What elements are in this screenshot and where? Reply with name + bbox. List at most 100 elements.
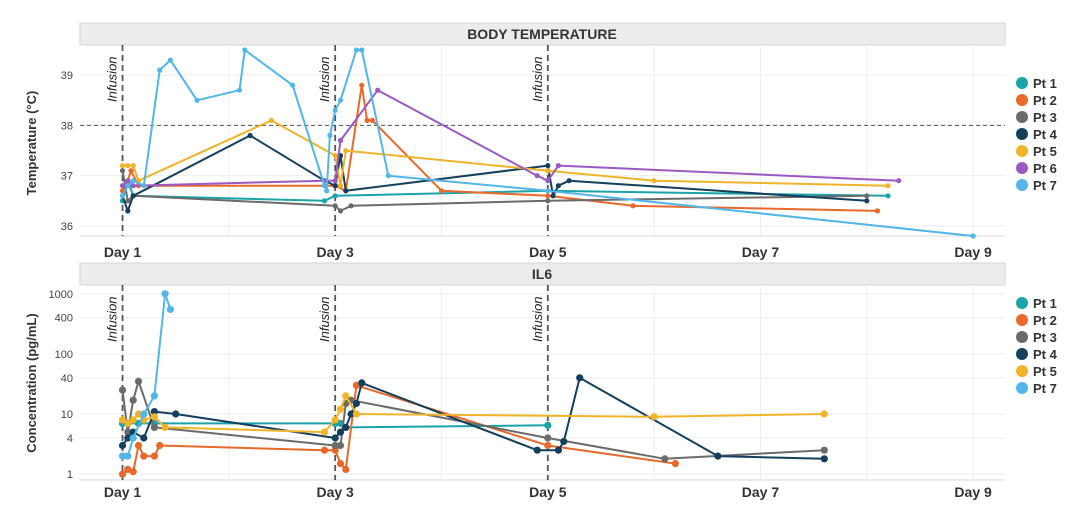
legend-label: Pt 1: [1033, 76, 1057, 91]
data-point: [864, 193, 870, 199]
data-point: [545, 163, 551, 169]
legend-swatch: [1016, 77, 1028, 89]
data-point: [119, 193, 126, 199]
data-point: [332, 107, 338, 113]
data-point: [125, 178, 131, 184]
data-point: [140, 410, 148, 418]
data-point: [970, 233, 976, 239]
series-line: [121, 384, 677, 476]
y-tick-label: 1000: [49, 289, 73, 301]
data-point: [353, 47, 359, 53]
data-point: [130, 183, 136, 189]
data-point: [129, 468, 137, 476]
data-point: [332, 193, 338, 199]
legend-item: Pt 1: [1016, 296, 1057, 311]
data-point: [544, 441, 552, 450]
legend-item: Pt 4: [1016, 347, 1058, 362]
legend-item: Pt 7: [1016, 178, 1057, 193]
data-point: [125, 163, 131, 169]
data-point: [130, 193, 136, 199]
legend-swatch: [1016, 128, 1028, 140]
data-point: [140, 452, 148, 460]
data-point: [327, 132, 333, 139]
data-point: [671, 460, 680, 468]
data-point: [118, 470, 127, 478]
data-point: [332, 178, 338, 184]
legend-label: Pt 5: [1033, 144, 1057, 159]
series-pt-5: [119, 117, 891, 189]
x-tick-label: Day 7: [742, 484, 780, 500]
data-point: [129, 416, 137, 424]
data-point: [337, 137, 344, 144]
data-point: [336, 441, 345, 450]
data-point: [150, 413, 158, 421]
data-point: [166, 305, 174, 313]
temperature-y-ticks: 36 37 38 39: [61, 70, 73, 233]
data-point: [359, 82, 365, 88]
data-point: [130, 178, 136, 184]
infusion-label: Infusion: [317, 56, 332, 102]
data-point: [385, 173, 391, 179]
legend-label: Pt 5: [1033, 364, 1057, 379]
data-point: [560, 437, 568, 446]
data-point: [352, 399, 360, 408]
data-point: [885, 193, 891, 199]
il6-title: IL6: [532, 266, 552, 282]
data-point: [533, 446, 541, 454]
legend-label: Pt 4: [1033, 127, 1058, 142]
legend-swatch: [1016, 162, 1028, 174]
data-point: [348, 203, 354, 209]
data-point: [369, 117, 375, 123]
data-point: [134, 441, 143, 450]
data-point: [576, 374, 584, 382]
data-point: [337, 97, 344, 103]
data-point: [874, 208, 881, 214]
data-point: [352, 381, 360, 389]
data-point: [125, 183, 131, 189]
series-line: [121, 89, 900, 187]
data-point: [336, 405, 345, 413]
x-tick-label: Day 9: [954, 244, 992, 260]
data-point: [820, 446, 828, 454]
data-point: [864, 198, 870, 204]
y-tick-label: 400: [55, 313, 73, 325]
data-point: [342, 465, 350, 473]
data-point: [118, 452, 127, 460]
il6-y-ticks: 1 4 10 40 100 400 1000: [49, 289, 73, 481]
legend-label: Pt 3: [1033, 110, 1057, 125]
legend-item: Pt 3: [1016, 330, 1057, 345]
data-point: [194, 97, 200, 103]
legend-swatch: [1016, 365, 1028, 377]
legend-item: Pt 6: [1016, 161, 1057, 176]
data-point: [156, 441, 164, 450]
data-point: [140, 434, 148, 442]
data-point: [364, 117, 370, 123]
y-tick-label: 1: [67, 469, 73, 481]
legend-swatch: [1016, 145, 1028, 157]
data-point: [544, 421, 552, 429]
legend-swatch: [1016, 111, 1028, 123]
data-point: [651, 178, 657, 184]
data-point: [119, 168, 126, 174]
data-point: [359, 47, 365, 53]
data-point: [343, 148, 349, 154]
il6-legend: Pt 1 Pt 2 Pt 3 Pt 4 Pt 5 Pt 7: [1016, 296, 1058, 396]
data-point: [820, 410, 828, 418]
y-tick-label: 40: [61, 373, 73, 385]
data-point: [124, 419, 132, 427]
data-point: [342, 392, 350, 400]
y-tick-label: 38: [61, 120, 73, 132]
temperature-y-axis-label: Temperature (°C): [24, 91, 39, 196]
temperature-panel: BODY TEMPERATURE Temperature (°C) Infusi…: [24, 22, 1006, 260]
x-tick-label: Day 3: [316, 244, 354, 260]
data-point: [161, 423, 169, 431]
data-point: [128, 168, 134, 174]
temperature-infusion-markers: Infusion Infusion Infusion: [105, 45, 549, 236]
data-point: [337, 183, 344, 189]
x-tick-label: Day 9: [954, 484, 992, 500]
legend-item: Pt 3: [1016, 110, 1057, 125]
infusion-label: Infusion: [105, 56, 120, 102]
data-point: [167, 57, 173, 63]
data-point: [347, 410, 355, 418]
